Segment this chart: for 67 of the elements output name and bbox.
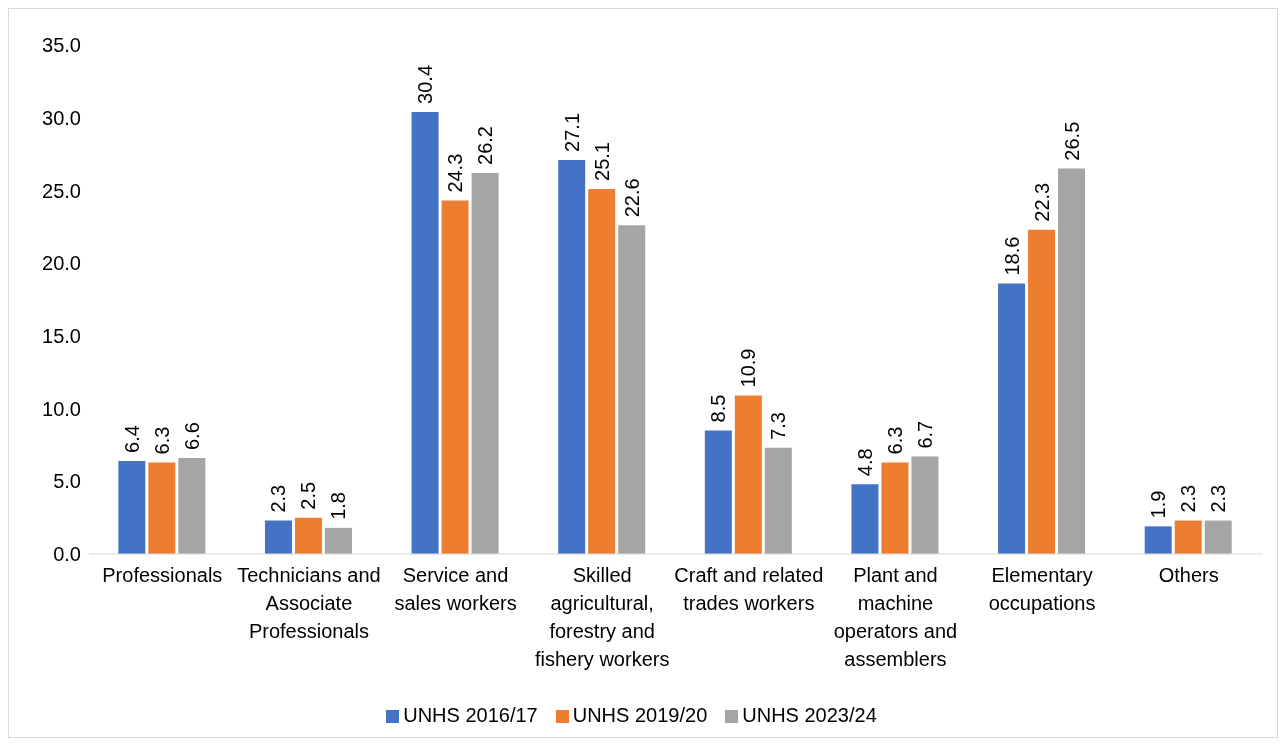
data-label: 1.9 — [1147, 490, 1170, 519]
legend-label: UNHS 2023/24 — [742, 704, 877, 726]
bar — [911, 456, 939, 554]
bar — [881, 462, 909, 554]
bar — [264, 520, 292, 554]
bar — [1174, 520, 1202, 554]
data-label: 7.3 — [767, 412, 790, 440]
bar — [851, 484, 879, 554]
bar — [118, 460, 146, 554]
x-tick-label: Others — [1158, 564, 1219, 586]
data-label: 6.4 — [120, 425, 143, 453]
bar — [704, 430, 732, 554]
x-tick-label: Professionals — [102, 564, 223, 586]
data-label: 6.6 — [180, 422, 203, 451]
y-tick-label: 15.0 — [42, 324, 81, 347]
data-label: 24.3 — [444, 153, 467, 193]
data-label: 8.5 — [707, 394, 730, 423]
bar — [294, 517, 322, 554]
y-tick-label: 0.0 — [53, 543, 81, 566]
bar — [618, 225, 646, 554]
bar — [558, 159, 586, 554]
data-label: 10.9 — [737, 348, 760, 388]
data-label: 18.6 — [1000, 236, 1023, 276]
data-label: 22.3 — [1030, 182, 1053, 222]
x-tick-label: Technicians and Associate Professionals — [237, 564, 381, 642]
bar — [1028, 229, 1056, 554]
data-label: 26.2 — [474, 126, 497, 165]
y-tick-label: 30.0 — [42, 106, 81, 129]
data-label: 2.3 — [1207, 484, 1230, 513]
data-label: 22.6 — [620, 178, 643, 218]
x-tick-label: Elementary occupations — [988, 564, 1096, 614]
y-tick-label: 5.0 — [53, 470, 81, 493]
data-label: 30.4 — [414, 64, 437, 104]
bar — [324, 527, 352, 554]
data-label: 2.3 — [267, 484, 290, 513]
bar — [998, 283, 1026, 554]
y-tick-label: 35.0 — [42, 34, 81, 57]
bar — [1144, 526, 1172, 554]
bar — [1058, 168, 1086, 554]
data-label: 4.8 — [853, 448, 876, 477]
data-label: 2.3 — [1177, 484, 1200, 513]
data-label: 25.1 — [590, 142, 613, 181]
legend-label: UNHS 2016/17 — [403, 704, 538, 726]
data-label: 6.3 — [150, 426, 173, 455]
x-tick-label: Craft and related trades workers — [674, 564, 824, 614]
bar — [178, 458, 206, 554]
data-label: 27.1 — [560, 112, 583, 152]
x-tick-label: Skilled agricultural, forestry and fishery workers — [534, 564, 670, 670]
legend-label: UNHS 2019/20 — [572, 704, 708, 726]
data-label: 2.5 — [297, 481, 320, 510]
y-tick-label: 25.0 — [42, 179, 81, 202]
bar — [441, 200, 469, 554]
bar — [1204, 520, 1232, 554]
y-tick-label: 20.0 — [42, 252, 81, 275]
y-tick-label: 10.0 — [42, 397, 81, 420]
bar — [148, 462, 176, 554]
x-tick-label: Service and sales workers — [394, 564, 517, 614]
data-label: 6.3 — [883, 426, 906, 455]
data-label: 1.8 — [327, 492, 350, 520]
bar — [411, 111, 439, 554]
data-label: 6.7 — [913, 420, 936, 449]
bar — [764, 447, 792, 554]
x-tick-label: Plant and machine operators and assemblers — [833, 564, 958, 670]
bar — [471, 172, 499, 554]
data-label: 26.5 — [1060, 121, 1083, 161]
bar — [734, 395, 762, 554]
bar — [588, 188, 616, 554]
